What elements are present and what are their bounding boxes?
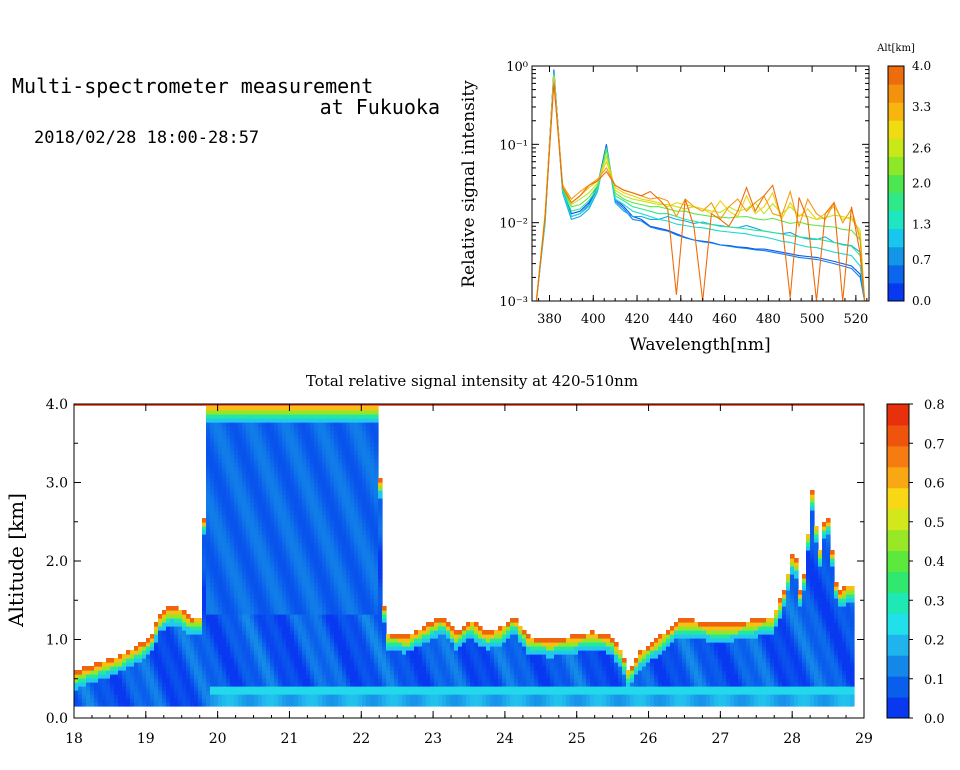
spectrum-colorbar-segment	[888, 282, 904, 302]
spectrum-colorbar-label: 2.0	[912, 177, 931, 191]
spectrum-colorbar-segment	[888, 174, 904, 194]
spectrum-x-tick-label: 520	[843, 312, 868, 327]
spectrum-colorbar-segment	[888, 66, 904, 85]
spectrum-x-tick-label: 480	[756, 312, 781, 327]
spectrum-colorbar-segment	[888, 102, 904, 121]
spectrum-xlabel: Wavelength[nm]	[629, 335, 770, 355]
spectrum-colorbar-label: 2.6	[912, 141, 931, 155]
spectrum-y-tick-label: 10⁻³	[499, 295, 528, 310]
spectrum-colorbar-segment	[888, 156, 904, 175]
spectrum-colorbar-segment	[888, 138, 904, 157]
spectrum-ylabel: Relative signal intensity	[459, 80, 479, 288]
spectrum-y-tick-label: 10⁰	[506, 60, 528, 75]
spectrum-x-tick-label: 380	[537, 312, 562, 327]
spectrum-colorbar-title: Alt[km]	[876, 43, 915, 54]
spectrum-colorbar-segment	[888, 192, 904, 212]
spectrum-x-tick-label: 500	[800, 312, 825, 327]
spectrum-x-tick-label: 440	[668, 312, 693, 327]
spectrum-x-tick-label: 460	[712, 312, 737, 327]
spectrum-colorbar-segment	[888, 264, 904, 284]
spectrum-colorbar-label: 3.3	[912, 100, 931, 114]
spectrum-colorbar-segment	[888, 246, 904, 266]
spectrum-plot-area	[532, 66, 869, 301]
spectrum-colorbar-label: 1.3	[912, 218, 931, 232]
spectrum-colorbar-segment	[888, 210, 904, 230]
spectrum-y-tick-label: 10⁻¹	[499, 138, 528, 153]
spectrum-x-tick-label: 420	[625, 312, 650, 327]
spectrum-x-tick-label: 400	[581, 312, 606, 327]
spectrum-y-tick-label: 10⁻²	[499, 217, 528, 232]
spectrum-colorbar-label: 0.0	[912, 294, 931, 308]
spectrum-colorbar-segment	[888, 120, 904, 139]
spectrum-colorbar-segment	[888, 84, 904, 103]
spectrum-colorbar-label: 4.0	[912, 59, 931, 73]
spectrum-colorbar-label: 0.7	[912, 253, 931, 267]
spectrum-colorbar-segment	[888, 228, 904, 248]
